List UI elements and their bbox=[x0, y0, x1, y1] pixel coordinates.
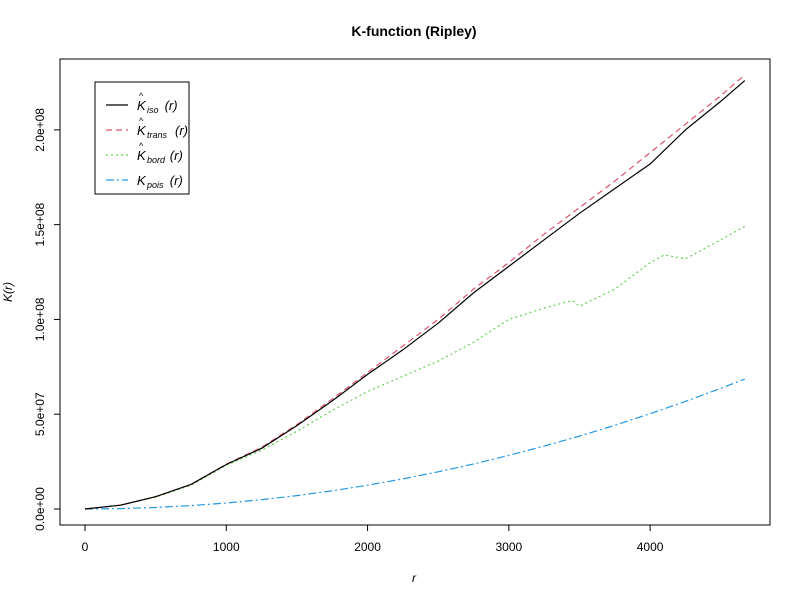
chart-title: K-function (Ripley) bbox=[351, 23, 476, 39]
legend-entry-trans: ^K trans (r) bbox=[137, 116, 188, 140]
legend-entry-iso: ^K iso (r) bbox=[137, 91, 178, 115]
legend-entry-bord: ^K bord (r) bbox=[137, 141, 183, 165]
y-axis-label: K(r) bbox=[1, 282, 15, 302]
y-tick-label: 5.0e+07 bbox=[33, 392, 47, 436]
x-axis: 0 1000 2000 3000 4000 bbox=[82, 524, 664, 554]
series-line-bord bbox=[84, 225, 746, 510]
y-tick-label: 1.5e+08 bbox=[33, 202, 47, 246]
legend-label-arg: (r) bbox=[175, 123, 188, 138]
legend-hat-mark: ^ bbox=[139, 91, 144, 101]
legend-label-base: K bbox=[137, 123, 147, 138]
series-line-trans bbox=[84, 74, 746, 510]
x-tick-label: 1000 bbox=[213, 540, 240, 554]
y-tick-label: 0.0e+00 bbox=[33, 487, 47, 531]
legend-label-arg: (r) bbox=[170, 173, 183, 188]
legend-box bbox=[94, 81, 190, 195]
legend-label-base: K bbox=[137, 173, 147, 188]
y-tick-label: 1.0e+08 bbox=[33, 297, 47, 341]
legend-label-arg: (r) bbox=[165, 98, 178, 113]
legend: ^K iso (r)^K trans (r)^K bord (r)K pois (r) bbox=[94, 81, 190, 195]
y-axis: 0.0e+00 5.0e+07 1.0e+08 1.5e+08 2.0e+08 bbox=[33, 108, 61, 531]
x-tick-label: 3000 bbox=[495, 540, 522, 554]
legend-label-sub: pois bbox=[146, 180, 164, 190]
legend-label-sub: iso bbox=[147, 105, 159, 115]
legend-hat-mark: ^ bbox=[139, 141, 144, 151]
legend-label-base: K bbox=[137, 148, 147, 163]
x-tick-label: 2000 bbox=[354, 540, 381, 554]
x-tick-label: 4000 bbox=[637, 540, 664, 554]
y-tick-label: 2.0e+08 bbox=[33, 108, 47, 152]
x-tick-label: 0 bbox=[82, 540, 89, 554]
legend-label-sub: bord bbox=[147, 155, 166, 165]
legend-label-sub: trans bbox=[147, 130, 168, 140]
x-axis-label: r bbox=[412, 571, 417, 585]
legend-label-base: K bbox=[137, 98, 147, 113]
series-layer bbox=[84, 74, 746, 510]
series-line-iso bbox=[84, 80, 746, 510]
legend-hat-mark: ^ bbox=[139, 116, 144, 126]
legend-label-arg: (r) bbox=[170, 148, 183, 163]
series-line-pois bbox=[84, 378, 746, 510]
